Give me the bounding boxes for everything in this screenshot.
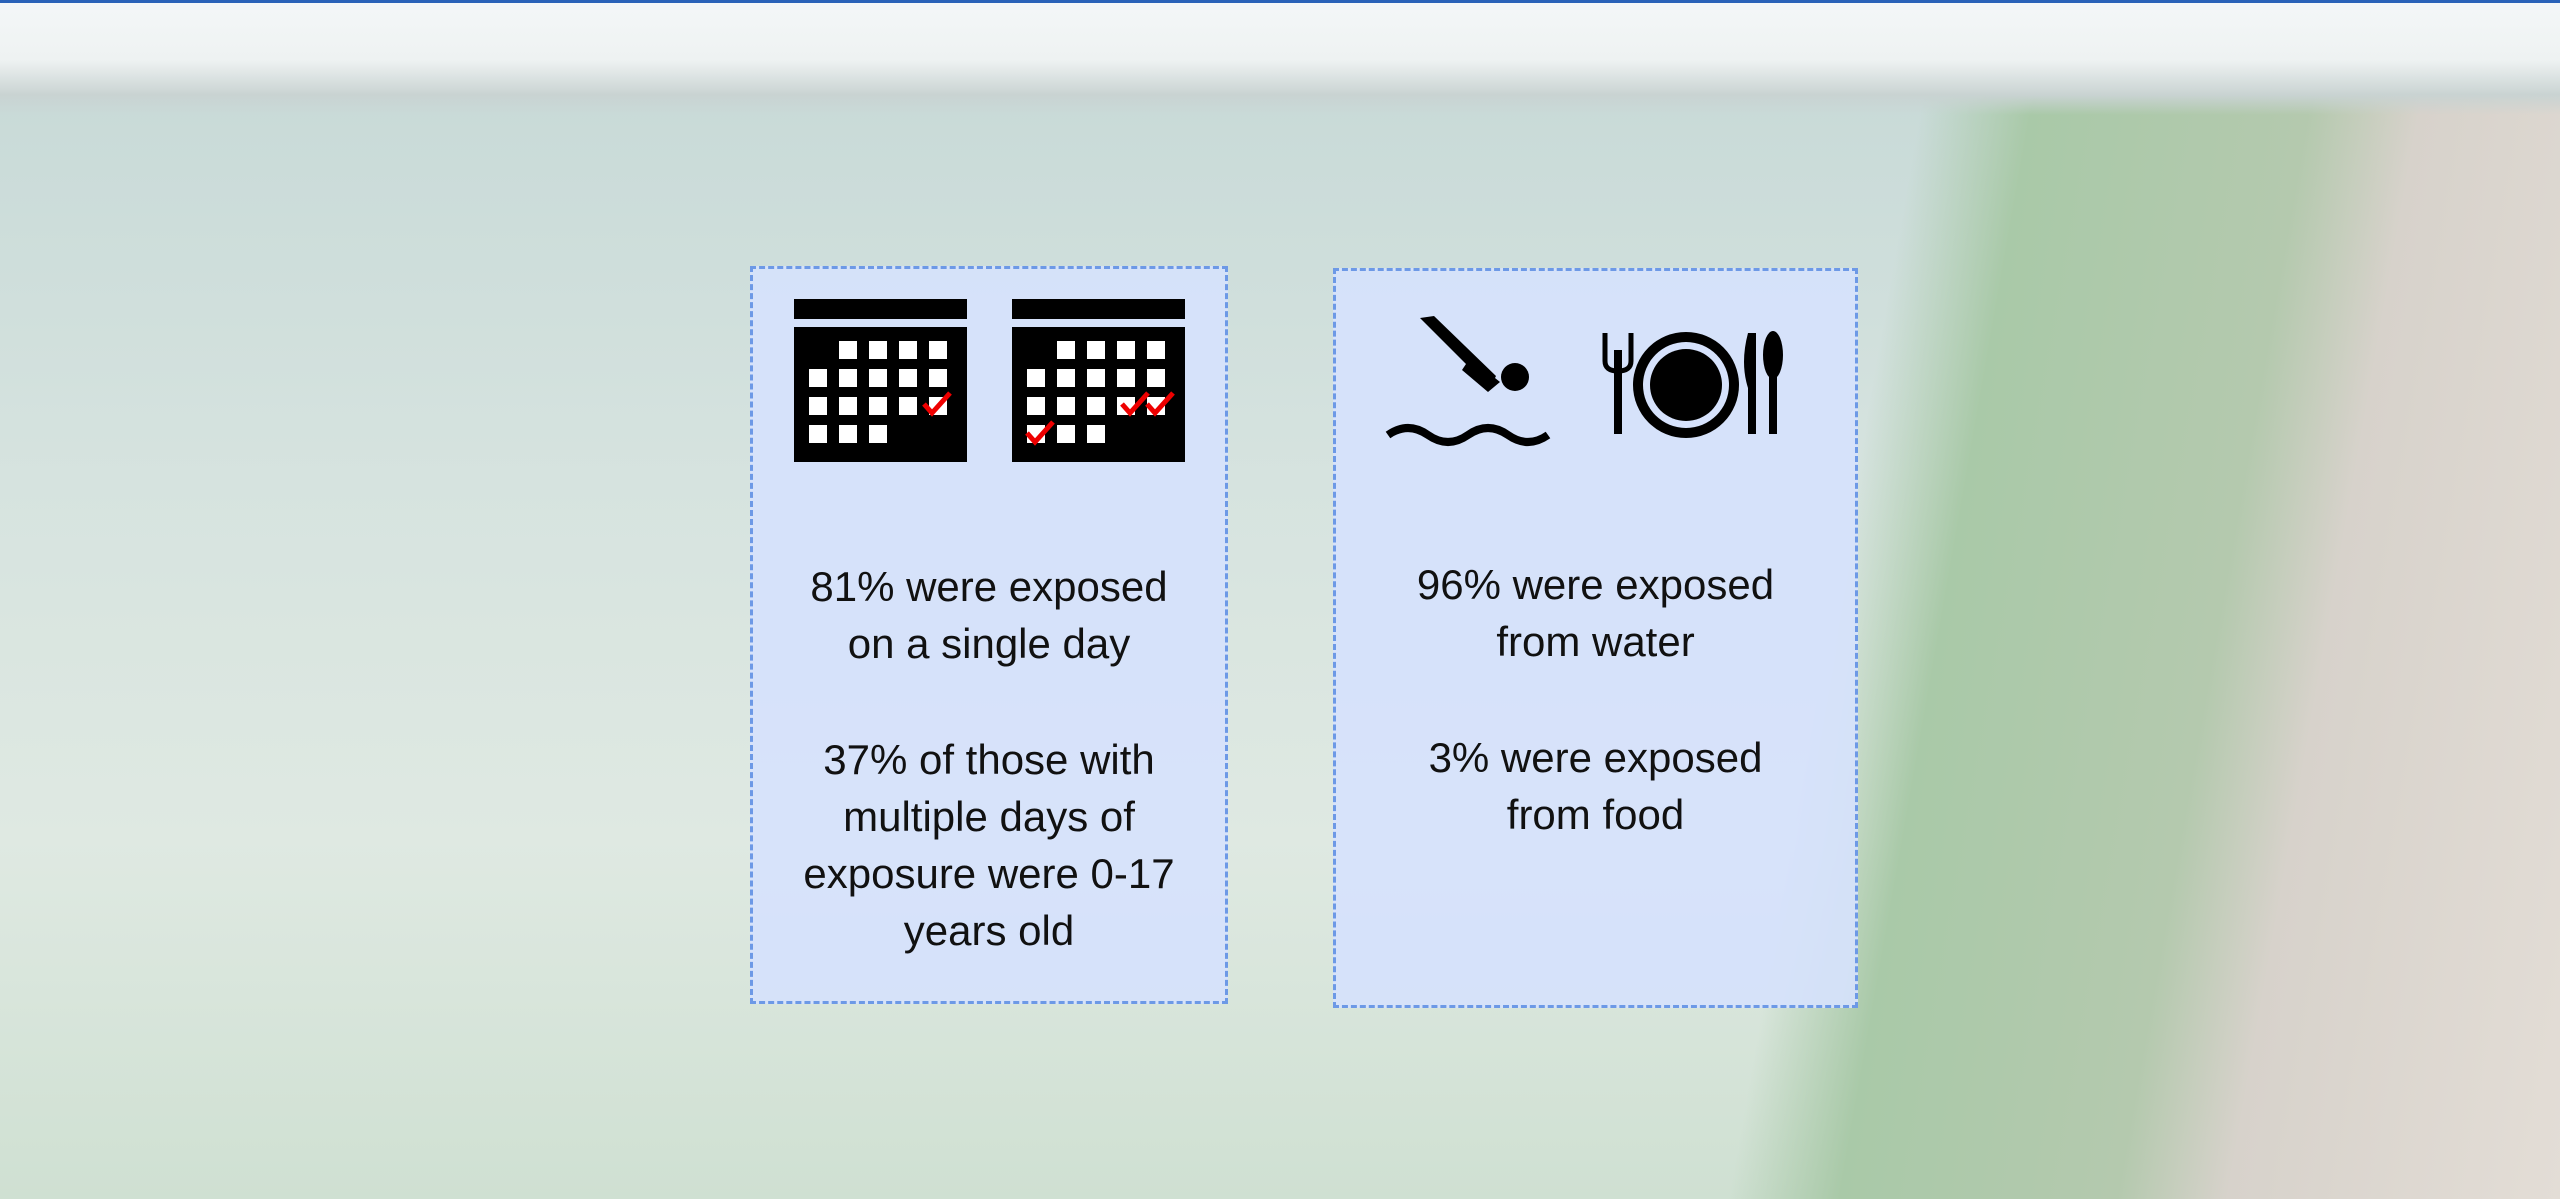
stat-line: 37% of those with — [823, 736, 1155, 783]
stat-line: exposure were 0-17 — [803, 850, 1175, 897]
top-rule — [0, 0, 2560, 3]
stat-line: from water — [1496, 618, 1695, 665]
stat-line: 96% were exposed — [1416, 561, 1775, 608]
plate-icon — [1602, 331, 1783, 438]
stat-line: multiple days of — [843, 793, 1135, 840]
calendar-icon — [794, 299, 967, 462]
swimmer-icon — [1385, 316, 1551, 446]
stat-line: years old — [903, 907, 1075, 954]
stat-line: on a single day — [847, 620, 1131, 667]
stat-line: from food — [1506, 791, 1685, 838]
stat: 96% were exposed from water — [1336, 556, 1855, 670]
stat: 3% were exposed from food — [1336, 729, 1855, 843]
stat: 81% were exposed on a single day — [753, 558, 1225, 672]
calendar-icon — [1012, 299, 1185, 462]
stat-line: 81% were exposed — [810, 563, 1168, 610]
stat: 37% of those with multiple days of expos… — [753, 731, 1225, 959]
stat-line: 3% were exposed — [1428, 734, 1763, 781]
